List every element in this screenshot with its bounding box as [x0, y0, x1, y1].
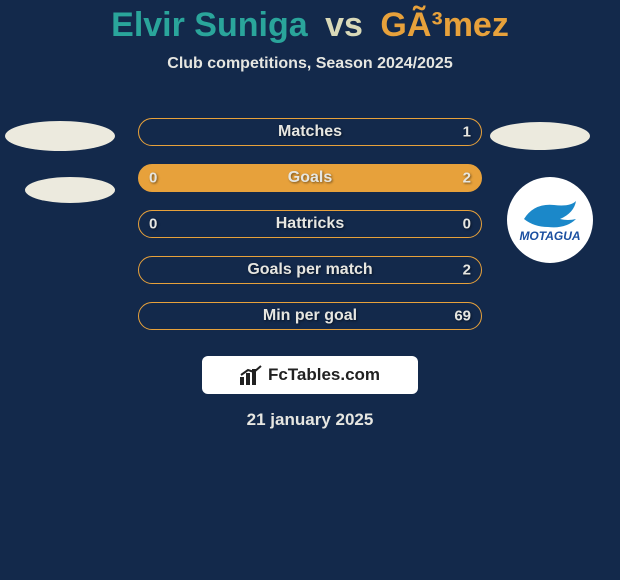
- stat-bar: Min per goal69: [138, 302, 482, 330]
- stat-row: Goals0 2: [0, 164, 620, 192]
- stat-value-right: 69: [454, 308, 471, 325]
- stat-label: Goals per match: [139, 261, 481, 279]
- stat-value-left: 0: [149, 216, 157, 233]
- player2-name: GÃ³mez: [380, 6, 508, 44]
- stat-label: Matches: [139, 123, 481, 141]
- stat-value-right: 1: [463, 124, 471, 141]
- stat-row: Goals per match2: [0, 256, 620, 284]
- stat-row: Matches1: [0, 118, 620, 146]
- infographic-stage: Elvir Suniga vs GÃ³mez Club competitions…: [0, 0, 620, 580]
- stat-rows: Matches1Goals02Hattricks00Goals per matc…: [0, 118, 620, 348]
- stat-value-right: 2: [463, 170, 471, 187]
- subtitle: Club competitions, Season 2024/2025: [0, 55, 620, 73]
- stat-value-right: 2: [463, 262, 471, 279]
- stat-bar: Goals per match2: [138, 256, 482, 284]
- brand-box: FcTables.com: [202, 356, 418, 394]
- date-line: 21 january 2025: [0, 410, 620, 430]
- stat-row: Min per goal69: [0, 302, 620, 330]
- stat-bar: Matches1: [138, 118, 482, 146]
- player1-name: Elvir Suniga: [111, 6, 308, 44]
- stat-row: Hattricks0 0: [0, 210, 620, 238]
- stat-value-left: 0: [149, 170, 157, 187]
- stat-value-right: 0: [463, 216, 471, 233]
- stat-bar: Goals0 2: [138, 164, 482, 192]
- stat-bar: Hattricks0 0: [138, 210, 482, 238]
- stat-label: Min per goal: [139, 307, 481, 325]
- headline: Elvir Suniga vs GÃ³mez: [0, 0, 620, 45]
- stat-label: Goals: [139, 169, 481, 187]
- stat-label: Hattricks: [139, 215, 481, 233]
- brand-text: FcTables.com: [268, 365, 380, 385]
- vs-text: vs: [325, 6, 363, 44]
- brand-chart-icon: [240, 365, 262, 385]
